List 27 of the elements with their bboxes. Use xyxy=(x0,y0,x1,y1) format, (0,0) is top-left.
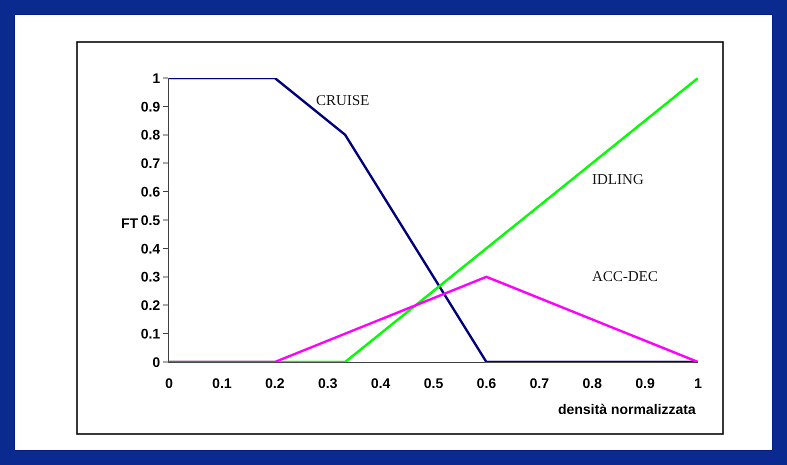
y-tick-label: 0.2 xyxy=(140,297,160,314)
x-tick-label: 0.1 xyxy=(212,374,232,391)
text: ACC-DEC xyxy=(592,269,658,285)
y-tick-label: 0.4 xyxy=(140,240,160,256)
y-tick-label: 0.5 xyxy=(140,212,160,228)
series-label: CRUISE xyxy=(316,93,370,109)
x-tick-label: 1 xyxy=(694,374,702,391)
x-tick-label: 0 xyxy=(165,374,174,391)
x-tick-label: 0.4 xyxy=(370,374,391,391)
x-axis-title: densità normalizzata xyxy=(558,401,696,417)
y-tick-label: 0.8 xyxy=(140,126,160,143)
y-tick-label: 0 xyxy=(152,354,160,370)
y-tick-label: 0.1 xyxy=(140,326,160,342)
x-tick-label: 0.6 xyxy=(476,374,496,391)
x-tick-label: 0.3 xyxy=(318,374,338,391)
y-tick-label: 0.3 xyxy=(140,268,160,285)
x-tick-label: 0.7 xyxy=(530,374,550,391)
y-tick-label: 0.7 xyxy=(140,155,160,172)
x-tick-label: 0.5 xyxy=(424,374,444,391)
series-label: IDLING xyxy=(592,172,644,188)
y-axis-title: FT xyxy=(121,215,139,231)
y-tick-label: 0.6 xyxy=(140,184,160,200)
y-tick-label: 0.9 xyxy=(140,98,160,114)
x-tick-label: 0.9 xyxy=(635,374,656,391)
x-tick-label: 0.2 xyxy=(265,374,285,391)
y-tick-label: 1 xyxy=(152,70,160,86)
x-tick-label: 0.8 xyxy=(582,374,602,391)
